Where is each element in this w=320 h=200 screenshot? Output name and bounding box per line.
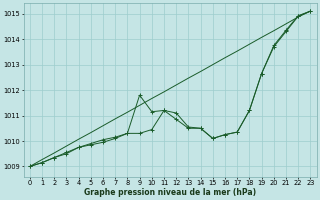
X-axis label: Graphe pression niveau de la mer (hPa): Graphe pression niveau de la mer (hPa) xyxy=(84,188,256,197)
